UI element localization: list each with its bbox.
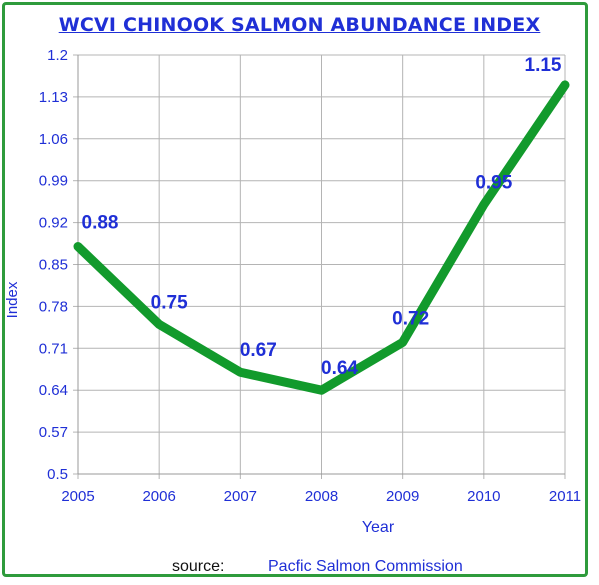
x-tick-label: 2005 (61, 488, 94, 505)
source-value: Pacfic Salmon Commission (268, 558, 463, 575)
x-tick-label: 2009 (386, 488, 419, 505)
y-axis-title: Index (4, 281, 21, 318)
y-tick-label: 0.71 (39, 340, 68, 357)
y-tick-label: 0.5 (47, 466, 68, 483)
data-label: 0.88 (82, 213, 119, 234)
axes (73, 54, 566, 479)
data-label: 0.95 (475, 173, 512, 194)
x-tick-label: 2008 (305, 488, 338, 505)
y-tick-label: 0.92 (39, 215, 68, 232)
tick-labels: 0.5 0.57 0.64 0.71 0.78 0.85 0.92 0.99 1.06 1.13 1… (39, 47, 581, 505)
chart-frame (2, 2, 588, 577)
y-tick-label: 0.64 (39, 382, 68, 399)
y-tick-label: 1.2 (47, 47, 68, 64)
x-tick-label: 2006 (142, 488, 175, 505)
x-axis-title: Year (362, 519, 395, 536)
y-tick-label: 1.06 (39, 131, 68, 148)
data-labels: 0.88 0.75 0.67 0.64 0.72 0.95 1.15 (82, 55, 562, 379)
y-tick-label: 0.99 (39, 173, 68, 190)
chart-title: WCVI CHINOOK SALMON ABUNDANCE INDEX (58, 14, 541, 36)
data-label: 0.75 (151, 292, 188, 313)
grid-lines (77, 54, 566, 475)
series (73, 80, 570, 395)
y-tick-label: 0.57 (39, 424, 68, 441)
data-label: 1.15 (525, 55, 562, 76)
y-tick-label: 0.78 (39, 298, 68, 315)
source-label: source: (172, 558, 225, 575)
series-line (73, 80, 570, 395)
x-tick-label: 2007 (224, 488, 257, 505)
data-label: 0.72 (392, 308, 429, 329)
y-tick-label: 0.85 (39, 257, 68, 274)
data-label: 0.67 (240, 340, 277, 361)
y-tick-label: 1.13 (39, 89, 68, 106)
data-label: 0.64 (321, 358, 358, 379)
x-tick-label: 2011 (549, 488, 581, 505)
x-tick-label: 2010 (467, 488, 500, 505)
